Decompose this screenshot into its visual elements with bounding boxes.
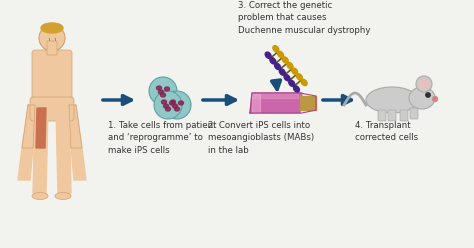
Polygon shape (57, 153, 71, 193)
FancyBboxPatch shape (410, 108, 418, 119)
Ellipse shape (296, 74, 302, 80)
Text: 4. Transplant
corrected cells: 4. Transplant corrected cells (355, 121, 418, 143)
Ellipse shape (165, 107, 171, 111)
Polygon shape (36, 108, 46, 148)
Ellipse shape (293, 86, 300, 92)
Ellipse shape (292, 68, 298, 74)
FancyBboxPatch shape (388, 110, 396, 121)
Circle shape (432, 96, 438, 101)
Ellipse shape (279, 69, 285, 75)
Polygon shape (252, 94, 260, 112)
Ellipse shape (174, 107, 180, 111)
Ellipse shape (287, 62, 293, 69)
Ellipse shape (409, 87, 435, 109)
FancyBboxPatch shape (47, 41, 57, 55)
Ellipse shape (170, 101, 174, 105)
Polygon shape (22, 105, 35, 148)
FancyBboxPatch shape (400, 110, 408, 121)
Ellipse shape (41, 23, 63, 33)
Polygon shape (33, 153, 47, 193)
Text: 1. Take cells from patient
and ‘reprogramme’ to
make iPS cells: 1. Take cells from patient and ‘reprogra… (108, 121, 217, 155)
Ellipse shape (301, 79, 307, 86)
Ellipse shape (173, 104, 177, 108)
Ellipse shape (273, 46, 279, 52)
Circle shape (39, 25, 65, 51)
Polygon shape (71, 148, 86, 180)
Ellipse shape (32, 192, 48, 199)
Circle shape (154, 91, 182, 119)
FancyBboxPatch shape (32, 50, 72, 108)
Circle shape (426, 93, 430, 97)
Circle shape (416, 76, 432, 92)
Text: 2. Convert iPS cells into
mesoangioblasts (MABs)
in the lab: 2. Convert iPS cells into mesoangioblast… (208, 121, 314, 155)
Ellipse shape (278, 51, 283, 58)
Ellipse shape (162, 100, 166, 104)
Polygon shape (69, 105, 82, 148)
Ellipse shape (164, 104, 168, 108)
Circle shape (163, 91, 191, 119)
Polygon shape (56, 105, 70, 153)
Ellipse shape (265, 52, 271, 58)
Circle shape (419, 79, 429, 89)
Ellipse shape (55, 192, 71, 199)
Ellipse shape (164, 87, 170, 91)
Ellipse shape (270, 58, 276, 64)
Text: 3. Correct the genetic
problem that causes
Duchenne muscular dystrophy: 3. Correct the genetic problem that caus… (238, 1, 371, 35)
Polygon shape (252, 93, 298, 98)
Polygon shape (250, 93, 302, 113)
Ellipse shape (179, 101, 183, 105)
Ellipse shape (171, 100, 175, 104)
Polygon shape (18, 148, 33, 180)
Ellipse shape (274, 63, 281, 70)
Ellipse shape (156, 86, 162, 90)
Ellipse shape (283, 57, 288, 63)
FancyBboxPatch shape (30, 97, 74, 121)
Ellipse shape (289, 80, 295, 87)
Ellipse shape (284, 75, 290, 81)
FancyBboxPatch shape (378, 110, 386, 121)
Ellipse shape (161, 93, 165, 97)
Ellipse shape (158, 90, 164, 94)
Circle shape (149, 77, 177, 105)
Polygon shape (34, 105, 48, 153)
Polygon shape (300, 96, 316, 110)
Ellipse shape (366, 87, 418, 113)
